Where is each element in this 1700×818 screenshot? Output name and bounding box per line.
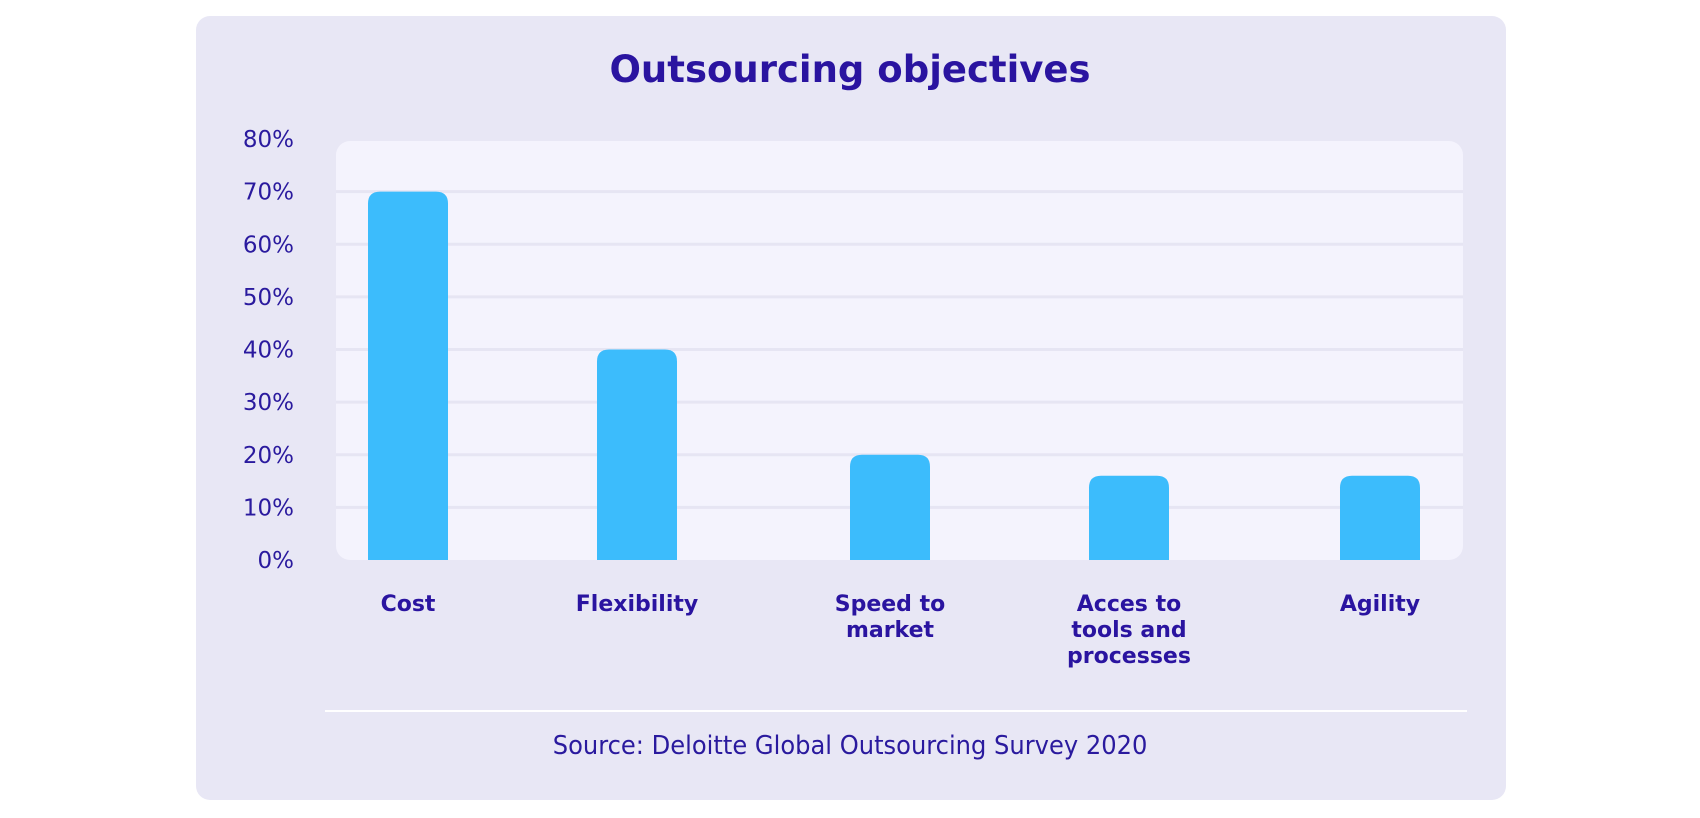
y-tick-label: 50%: [243, 285, 294, 311]
bar-speed-to-market: [850, 454, 930, 560]
x-tick-label-line: Acces to: [1077, 592, 1181, 617]
x-tick-label: Flexibility: [576, 592, 698, 617]
y-tick-label: 0%: [258, 548, 295, 574]
y-tick-label: 30%: [243, 390, 294, 416]
x-tick-label-line: processes: [1067, 644, 1191, 669]
x-tick-label-line: Flexibility: [576, 592, 698, 617]
gridline: [336, 348, 1463, 351]
source-note: Source: Deloitte Global Outsourcing Surv…: [552, 731, 1148, 761]
x-tick-label: Acces to tools and processes: [1067, 592, 1191, 669]
y-tick-label: 80%: [243, 127, 294, 153]
y-tick-label: 60%: [243, 232, 294, 258]
x-tick-label-line: Cost: [381, 592, 436, 617]
y-tick-label: 70%: [243, 180, 294, 206]
x-tick-label: Speed to market: [835, 592, 945, 643]
bar-agility: [1340, 475, 1420, 560]
y-tick-label: 40%: [243, 338, 294, 364]
x-tick-label-line: Agility: [1340, 592, 1420, 617]
gridline: [336, 190, 1463, 194]
x-tick-label: Agility: [1340, 592, 1420, 617]
source-divider: [325, 710, 1467, 712]
y-tick-label: 10%: [243, 495, 294, 521]
chart-title: Outsourcing objectives: [609, 48, 1091, 91]
x-tick-label-line: market: [846, 618, 935, 643]
gridline: [336, 400, 1463, 404]
x-tick-label-line: tools and: [1071, 618, 1186, 643]
bar-cost: [368, 191, 448, 560]
bar-flexibility: [597, 349, 677, 560]
x-tick-label-line: Speed to: [835, 592, 945, 617]
x-tick-label: Cost: [381, 592, 436, 617]
gridline: [336, 242, 1463, 246]
gridline: [336, 295, 1463, 299]
y-tick-label: 20%: [243, 443, 294, 469]
bar-acces-to-tools-and-processes: [1089, 475, 1169, 560]
